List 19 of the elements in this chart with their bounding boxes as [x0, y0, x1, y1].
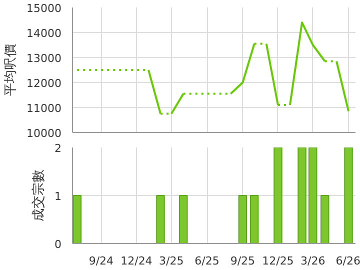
x-tick-label: 9/24 [88, 254, 114, 268]
y-tick-label: 10000 [26, 127, 62, 140]
y-tick-label: 14000 [26, 27, 62, 40]
y-tick-label: 13000 [26, 52, 62, 65]
x-tick-label: 9/25 [230, 254, 256, 268]
y-tick-label: 12000 [26, 77, 62, 90]
x-tick-label: 12/24 [120, 254, 152, 268]
y-tick-label: 0 [54, 238, 62, 251]
x-tick-label: 12/25 [262, 254, 294, 268]
x-tick-label: 6/26 [336, 254, 360, 268]
x-tick-label: 6/25 [194, 254, 220, 268]
y-tick-label: 1 [54, 190, 62, 203]
y-axis-title: 成交宗數 [30, 170, 46, 222]
y-axis-title: 平均呎價 [4, 44, 19, 96]
y-tick-label: 2 [54, 142, 62, 155]
x-tick-label: 3/25 [159, 254, 184, 268]
y-tick-label: 11000 [26, 102, 62, 115]
x-tick-label: 3/26 [300, 254, 326, 268]
y-tick-label: 15000 [26, 2, 62, 15]
